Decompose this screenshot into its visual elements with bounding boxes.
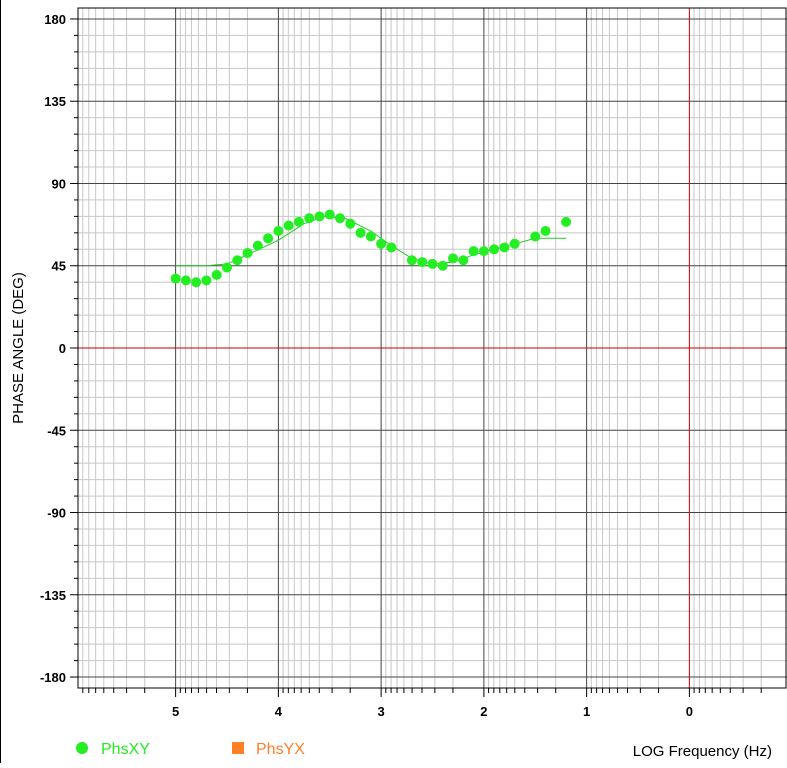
data-point-phsxy [211,269,222,280]
data-point-phsxy [406,255,417,266]
data-point-phsxy [273,226,284,237]
data-point-phsxy [489,244,500,255]
y-tick-label: -45 [47,423,66,438]
data-point-phsxy [304,213,315,224]
y-tick-label: -135 [40,588,66,603]
x-tick-label: 3 [378,704,385,719]
data-point-phsxy [335,213,346,224]
data-point-phsxy [314,211,325,222]
data-point-phsxy [221,262,232,273]
legend-label-phsyx: PhsYX [256,741,305,758]
legend-marker-phsxy [76,742,88,754]
data-point-phsxy [170,273,181,284]
x-tick-label: 4 [275,704,283,719]
x-tick-label: 0 [686,704,693,719]
data-point-phsxy [468,246,479,257]
legend-marker-phsyx [232,742,244,754]
data-point-phsxy [437,260,448,271]
y-tick-label: 45 [52,259,66,274]
data-point-phsxy [417,257,428,268]
data-point-phsxy [232,255,243,266]
data-point-phsxy [293,216,304,227]
x-tick-label: 1 [583,704,590,719]
data-point-phsxy [386,242,397,253]
y-tick-label: -180 [40,670,66,685]
x-tick-label: 5 [172,704,179,719]
data-point-phsxy [355,227,366,238]
data-point-phsxy [530,231,541,242]
y-tick-label: 90 [52,176,66,191]
data-point-phsxy [263,233,274,244]
data-point-phsxy [458,255,469,266]
x-axis-title: LOG Frequency (Hz) [633,743,772,760]
x-tick-label: 2 [480,704,487,719]
data-point-phsxy [242,247,253,258]
legend-label-phsxy: PhsXY [101,741,150,758]
data-point-phsxy [201,275,212,286]
data-point-phsxy [191,277,202,288]
data-point-phsxy [427,258,438,269]
data-point-phsxy [561,216,572,227]
data-point-phsxy [283,220,294,231]
data-point-phsxy [509,238,520,249]
data-point-phsxy [180,275,191,286]
y-tick-label: 0 [59,341,66,356]
y-tick-label: 135 [44,94,66,109]
data-point-phsxy [324,209,335,220]
data-point-phsxy [365,231,376,242]
data-point-phsxy [448,253,459,264]
data-point-phsxy [252,240,263,251]
y-tick-label: 180 [44,12,66,27]
plot-border [77,7,787,689]
data-point-phsxy [478,246,489,257]
y-axis-title: PHASE ANGLE (DEG) [10,272,27,424]
y-tick-label: -90 [47,506,66,521]
data-point-phsxy [499,242,510,253]
data-point-phsxy [376,238,387,249]
data-point-phsxy [345,218,356,229]
data-point-phsxy [540,226,551,237]
